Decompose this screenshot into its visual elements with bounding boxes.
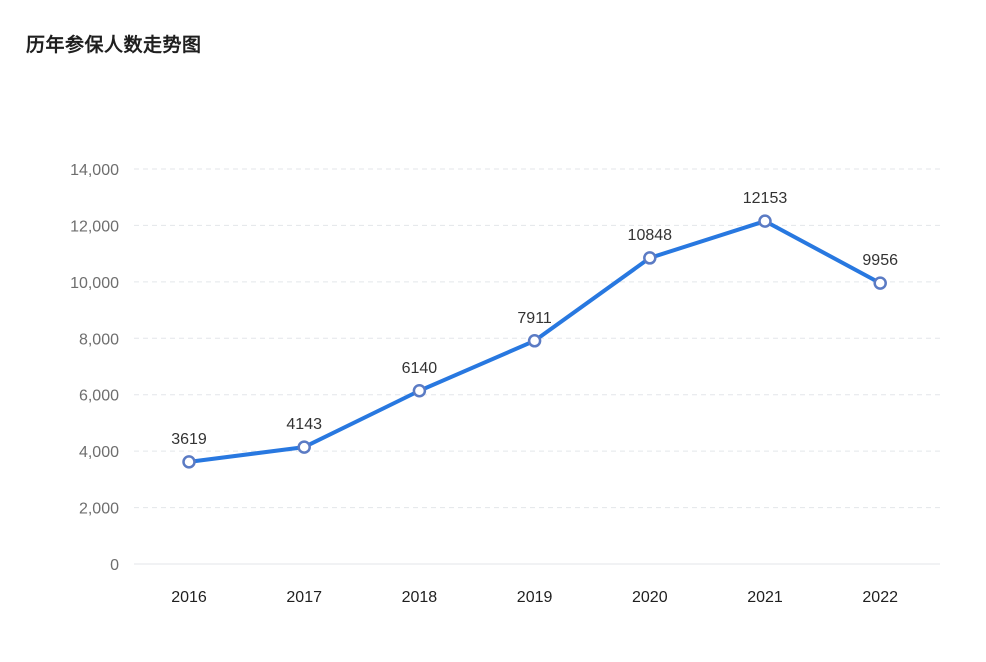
x-axis-ticks: 2016 2017 2018 2019 2020 2021 2022 xyxy=(171,589,898,606)
y-tick-label: 12,000 xyxy=(70,218,119,235)
y-tick-label: 2,000 xyxy=(79,501,119,518)
data-label: 4143 xyxy=(286,416,322,433)
chart-title: 历年参保人数走势图 xyxy=(26,34,202,56)
data-point xyxy=(412,384,427,398)
data-labels: 3619 4143 6140 7911 10848 12153 9956 xyxy=(171,190,898,448)
x-tick-label: 2020 xyxy=(632,589,668,606)
data-label: 6140 xyxy=(402,360,438,377)
y-tick-label: 10,000 xyxy=(70,275,119,292)
grid-lines xyxy=(134,168,940,565)
data-point xyxy=(527,334,542,348)
data-point xyxy=(297,440,311,454)
x-tick-label: 2017 xyxy=(286,589,322,606)
data-label: 9956 xyxy=(862,252,898,269)
data-point xyxy=(873,276,887,290)
y-tick-label: 4,000 xyxy=(79,444,119,461)
y-axis-ticks: 0 2,000 4,000 6,000 8,000 10,000 12,000 14,000 xyxy=(70,162,119,574)
data-point xyxy=(758,214,772,228)
y-tick-label: 6,000 xyxy=(79,388,119,405)
data-point xyxy=(643,251,657,265)
data-points xyxy=(182,214,887,469)
x-tick-label: 2016 xyxy=(171,589,207,606)
data-label: 12153 xyxy=(743,190,788,207)
y-tick-label: 8,000 xyxy=(79,331,119,348)
x-tick-label: 2018 xyxy=(402,589,438,606)
data-label: 3619 xyxy=(171,431,207,448)
y-tick-label: 0 xyxy=(110,557,119,574)
x-tick-label: 2019 xyxy=(517,589,553,606)
y-tick-label: 14,000 xyxy=(70,162,119,179)
data-point xyxy=(182,455,196,469)
data-label: 10848 xyxy=(628,227,673,244)
data-label: 7911 xyxy=(517,310,552,327)
x-tick-label: 2022 xyxy=(862,589,898,606)
x-tick-label: 2021 xyxy=(747,589,783,606)
